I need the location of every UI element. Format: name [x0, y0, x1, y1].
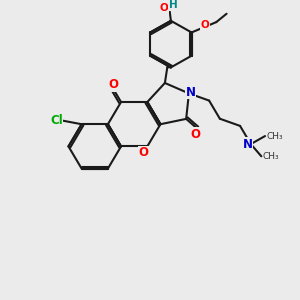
Text: CH₃: CH₃ [266, 132, 283, 141]
Text: N: N [243, 138, 253, 151]
Text: Cl: Cl [50, 114, 63, 127]
Text: O: O [160, 3, 168, 13]
Text: O: O [139, 146, 149, 159]
Text: CH₃: CH₃ [263, 152, 280, 161]
Text: H: H [169, 0, 177, 10]
Text: N: N [185, 86, 195, 99]
Text: O: O [109, 78, 119, 91]
Text: O: O [201, 20, 209, 30]
Text: O: O [190, 128, 200, 141]
